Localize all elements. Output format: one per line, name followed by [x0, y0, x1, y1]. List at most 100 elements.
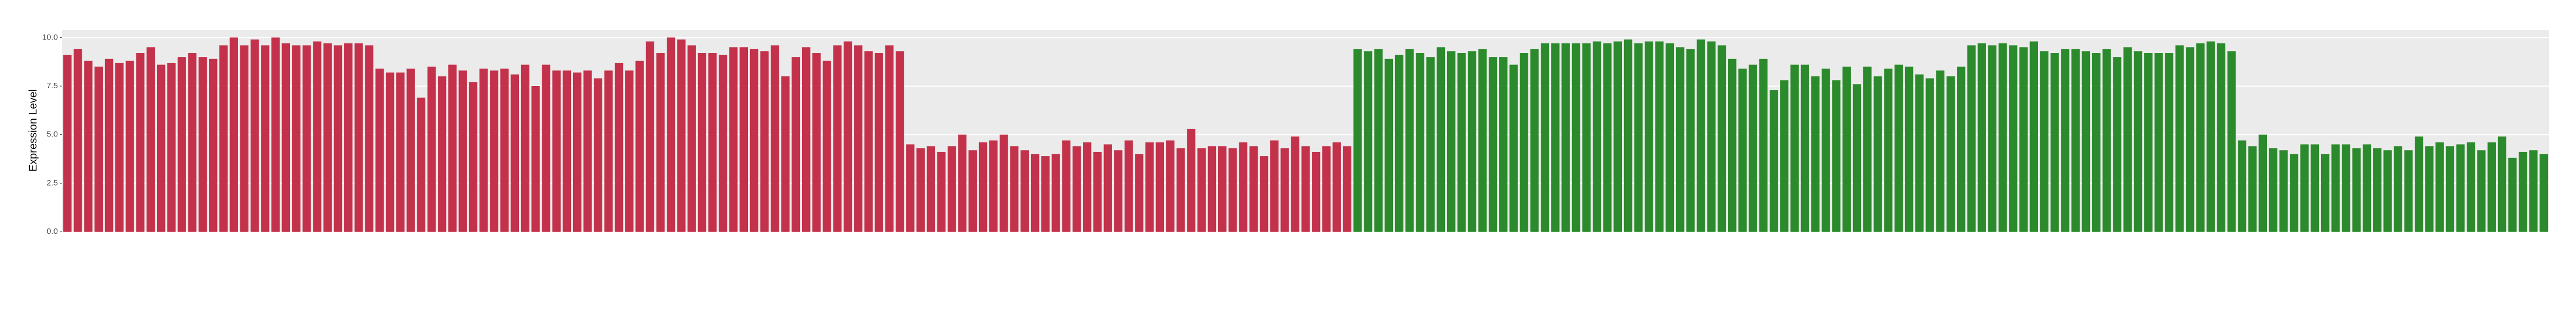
bar: [1509, 64, 1518, 232]
y-tick-label: 2.5: [47, 178, 58, 187]
y-axis-label: Expression Level: [27, 89, 39, 172]
bar: [1207, 146, 1217, 232]
bar: [2362, 144, 2371, 232]
bar: [2477, 150, 2486, 232]
bar: [926, 146, 936, 232]
bar: [1728, 58, 1737, 232]
bar: [1863, 67, 1872, 232]
bar: [1187, 128, 1195, 232]
bar: [2165, 53, 2173, 232]
bar: [417, 97, 425, 232]
bar: [1967, 45, 1976, 232]
bar: [469, 82, 478, 232]
bar: [978, 142, 988, 232]
bar: [2019, 47, 2028, 232]
bar: [2539, 154, 2548, 232]
y-tick-label: 10.0: [42, 32, 58, 42]
bar: [843, 41, 852, 232]
bar: [2529, 150, 2538, 232]
bar: [771, 45, 779, 232]
bar: [1593, 41, 1601, 232]
bar: [2144, 53, 2153, 232]
bar: [594, 78, 602, 232]
bar: [2258, 134, 2267, 232]
bar: [1530, 49, 1539, 232]
bar: [1842, 67, 1851, 232]
bar: [1822, 68, 1830, 232]
bar: [2300, 144, 2309, 232]
bar: [1707, 41, 1716, 232]
bar: [2456, 144, 2465, 232]
bar: [2123, 47, 2132, 232]
bar: [989, 140, 998, 232]
bar: [1301, 146, 1310, 232]
bar: [458, 70, 467, 232]
bar: [63, 55, 72, 232]
bar: [406, 68, 415, 232]
bar: [178, 57, 186, 232]
bar: [1280, 148, 1289, 232]
bar: [1915, 74, 1924, 232]
bar: [1416, 53, 1424, 232]
bar: [2102, 49, 2111, 232]
bar: [2519, 152, 2527, 232]
bar: [1582, 43, 1591, 232]
bar: [2009, 45, 2018, 232]
bar: [1874, 76, 1882, 232]
bar: [2248, 146, 2257, 232]
bar: [812, 53, 821, 232]
bar: [552, 70, 561, 232]
bar: [1603, 43, 1612, 232]
bar: [1155, 142, 1165, 232]
bar: [1000, 134, 1008, 232]
bar: [1541, 43, 1549, 232]
bar: [1426, 57, 1435, 232]
bar: [2321, 154, 2330, 232]
bar: [2227, 51, 2236, 232]
bar: [1478, 49, 1487, 232]
bar: [2196, 43, 2205, 232]
bar: [188, 53, 197, 232]
bar: [1124, 140, 1133, 232]
bar: [333, 45, 343, 232]
bar: [344, 43, 353, 232]
bar: [1166, 140, 1175, 232]
bar: [313, 41, 321, 232]
bar: [895, 51, 904, 232]
bar: [1010, 146, 1018, 232]
bar: [167, 62, 176, 232]
bar: [854, 45, 863, 232]
bar: [1926, 78, 1934, 232]
bar: [2487, 142, 2496, 232]
bar: [2133, 51, 2143, 232]
bar: [1468, 51, 1476, 232]
bar: [146, 47, 155, 232]
bar: [2217, 43, 2226, 232]
bar: [864, 51, 873, 232]
bar: [271, 37, 280, 232]
bar: [385, 72, 395, 232]
bar: [708, 53, 717, 232]
bar: [1041, 156, 1050, 232]
bar: [2498, 136, 2507, 232]
bar: [1613, 41, 1622, 232]
bar: [625, 70, 634, 232]
bar: [1145, 142, 1154, 232]
bar: [1832, 80, 1841, 232]
bar: [1655, 41, 1664, 232]
bar: [1436, 47, 1445, 232]
bar: [1561, 43, 1570, 232]
bar: [2269, 148, 2278, 232]
bar: [687, 45, 696, 232]
bar: [1998, 43, 2007, 232]
bar: [1312, 152, 1320, 232]
bar: [916, 148, 925, 232]
bar: [1343, 146, 1352, 232]
bar: [209, 58, 218, 232]
bar: [1332, 142, 1341, 232]
bar: [781, 76, 790, 232]
bar: [1551, 43, 1560, 232]
bar: [1811, 76, 1820, 232]
bar: [2435, 142, 2444, 232]
bar: [2394, 146, 2402, 232]
